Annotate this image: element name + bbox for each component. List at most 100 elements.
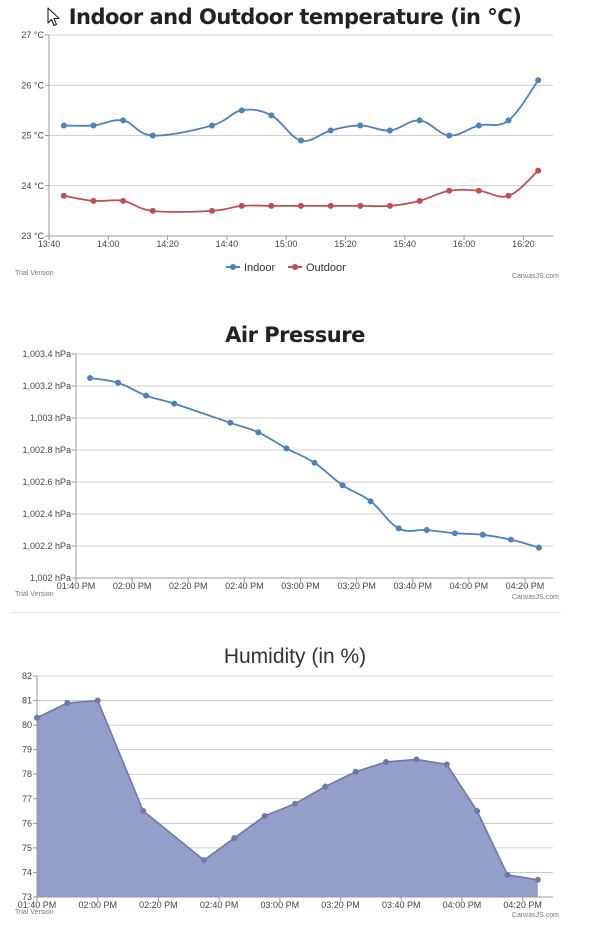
outdoor-data-point [60, 192, 67, 199]
mouse-cursor-icon [47, 7, 60, 27]
legend-label: Indoor [244, 262, 276, 274]
press-data-point [479, 531, 486, 538]
hum-data-point [200, 857, 207, 864]
legend-label: Outdoor [306, 262, 346, 274]
indoor-data-point [90, 122, 97, 129]
hum-data-point [261, 812, 268, 819]
x-tick-label: 02:20 PM [169, 581, 208, 591]
press-data-point [283, 445, 290, 452]
x-tick-label: 14:20 [156, 239, 179, 249]
indoor-data-point [357, 122, 364, 129]
y-tick-label: 81 [22, 696, 32, 706]
x-tick-label: 02:20 PM [139, 900, 178, 910]
x-tick-label: 03:20 PM [321, 900, 360, 910]
hum-data-point [322, 783, 329, 790]
hum-data-point [474, 808, 481, 815]
indoor-data-point [505, 117, 512, 124]
x-tick-label: 02:00 PM [113, 581, 152, 591]
indoor-data-point [209, 122, 216, 129]
y-tick-label: 73 [22, 892, 32, 902]
indoor-data-point [386, 127, 393, 134]
humidity-chart-svg: Humidity (in %) 73 74 75 76 77 78 79 80 81 82 01:40… [15, 645, 559, 919]
outdoor-data-point [149, 207, 156, 214]
x-tick-label: 04:20 PM [506, 581, 545, 591]
outdoor-data-point [90, 197, 97, 204]
x-tick-label: 01:40 PM [18, 900, 57, 910]
chart-title: Indoor and Outdoor temperature (in °C) [69, 5, 522, 29]
pressure-chart-svg: Air Pressure 1,002 hPa 1,002.2 hPa 1,002.4 … [15, 323, 559, 601]
legend-marker-dot [230, 264, 236, 270]
hum-data-point [504, 871, 511, 878]
x-tick-label: 03:00 PM [261, 900, 300, 910]
legend-marker-dot [292, 264, 298, 270]
hum-data-point [352, 768, 359, 775]
y-tick-label: 24 °C [21, 181, 44, 191]
press-data-point [171, 400, 178, 407]
x-tick-label: 15:40 [393, 239, 416, 249]
outdoor-data-point [209, 207, 216, 214]
pressure-chart: Air Pressure 1,002 hPa 1,002.2 hPa 1,002.4 … [0, 318, 591, 608]
hum-data-point [231, 835, 238, 842]
press-data-point [507, 536, 514, 543]
y-tick-label: 1,002 hPa [30, 573, 71, 583]
x-tick-label: 02:40 PM [200, 900, 239, 910]
outdoor-data-point [505, 192, 512, 199]
x-tick-label: 03:20 PM [337, 581, 376, 591]
indoor-data-point [120, 117, 127, 124]
x-tick-label: 15:20 [334, 239, 357, 249]
x-tick-label: 04:20 PM [503, 900, 542, 910]
press-data-point [451, 530, 458, 537]
press-data-point [227, 419, 234, 426]
chart-title: Air Pressure [225, 323, 365, 347]
x-tick-label: 03:40 PM [382, 900, 421, 910]
canvasjs-credit: CanvasJS.com [512, 594, 559, 601]
humidity-line [36, 699, 538, 881]
trial-version-label: Trial Version [15, 270, 54, 277]
press-data-point [115, 379, 122, 386]
y-tick-label: 77 [22, 794, 32, 804]
x-tick-label: 14:40 [216, 239, 239, 249]
hum-data-point [94, 697, 101, 704]
hum-data-point [64, 700, 71, 707]
chart-divider [10, 612, 561, 613]
y-tick-label: 1,003.2 hPa [22, 381, 71, 391]
indoor-data-point [268, 112, 275, 119]
outdoor-data-point [386, 202, 393, 209]
hum-data-point [443, 761, 450, 768]
indoor-data-point [238, 107, 245, 114]
y-tick-label: 82 [22, 671, 32, 681]
outdoor-data-point [120, 197, 127, 204]
hum-data-point [413, 756, 420, 763]
x-tick-label: 14:00 [97, 239, 120, 249]
outdoor-data-point [475, 187, 482, 194]
x-tick-label: 02:40 PM [225, 581, 264, 591]
y-tick-label: 1,002.2 hPa [22, 541, 71, 551]
y-tick-label: 27 °C [21, 30, 44, 40]
indoor-data-point [535, 77, 542, 84]
indoor-data-point [149, 132, 156, 139]
y-tick-label: 23 °C [21, 231, 44, 241]
x-tick-label: 16:00 [453, 239, 476, 249]
press-data-point [311, 459, 318, 466]
y-tick-label: 79 [22, 745, 32, 755]
press-data-point [423, 527, 430, 533]
press-data-point [535, 544, 542, 551]
hum-data-point [383, 758, 390, 765]
press-data-point [339, 482, 346, 489]
indoor-data-point [416, 117, 423, 124]
y-tick-label: 78 [22, 769, 32, 779]
press-data-point [395, 525, 402, 532]
x-tick-label: 01:40 PM [57, 581, 96, 591]
canvasjs-credit: CanvasJS.com [512, 912, 559, 919]
canvasjs-credit: CanvasJS.com [512, 273, 559, 280]
x-tick-label: 03:00 PM [281, 581, 320, 591]
press-data-point [367, 498, 374, 505]
x-tick-label: 04:00 PM [443, 900, 482, 910]
hum-data-point [34, 714, 40, 721]
outdoor-data-point [446, 187, 453, 194]
outdoor-data-point [238, 202, 245, 209]
press-series-line [89, 377, 540, 549]
y-tick-label: 76 [22, 818, 32, 828]
indoor-series-line [63, 79, 539, 142]
indoor-data-point [298, 137, 304, 144]
